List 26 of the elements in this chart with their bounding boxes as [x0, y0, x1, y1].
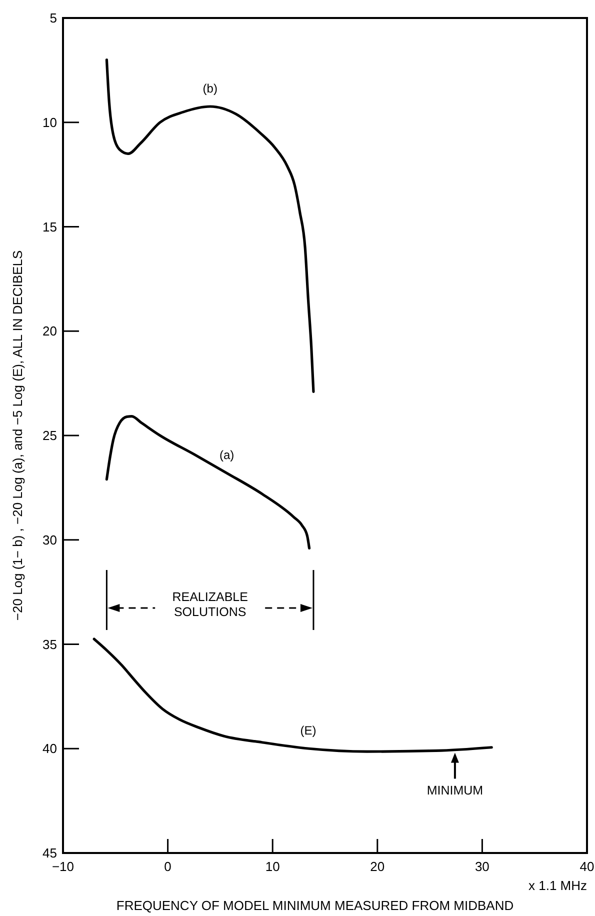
line-series — [105, 414, 311, 550]
y-axis-title: −20 Log (1− b) , −20 Log (a), and −5 Log (E), ALL IN DECIBELS — [10, 250, 25, 621]
x-tick-label: 30 — [474, 859, 490, 874]
line-series — [105, 58, 315, 393]
annotation: (a) — [219, 448, 234, 462]
annotation: REALIZABLE SOLUTIONS — [172, 590, 248, 619]
y-tick-label: 35 — [42, 636, 57, 652]
y-tick-label: 40 — [42, 741, 57, 756]
y-tick-label: 45 — [42, 846, 57, 861]
y-tick-label: 30 — [42, 532, 57, 548]
y-tick-label: 10 — [42, 114, 57, 130]
x-tick-label: 0 — [164, 859, 172, 874]
y-tick-label: 5 — [50, 10, 57, 26]
y-tick-label: 20 — [42, 324, 57, 339]
x-tick-label: 40 — [580, 859, 594, 874]
annotation: (E) — [300, 724, 316, 738]
y-tick-label: 25 — [42, 428, 57, 444]
y-tick-label: 15 — [42, 219, 57, 234]
annotation: (b) — [202, 82, 218, 96]
x-tick-label: 10 — [265, 859, 280, 874]
text: x 1.1 MHz — [528, 878, 587, 893]
x-tick-label: −10 — [52, 859, 74, 874]
x-axis-title: FREQUENCY OF MODEL MINIMUM MEASURED FROM MIDBAND — [116, 898, 514, 913]
annotation: MINIMUM — [426, 784, 484, 798]
x-tick-label: 20 — [370, 859, 385, 874]
line-series — [92, 638, 493, 753]
